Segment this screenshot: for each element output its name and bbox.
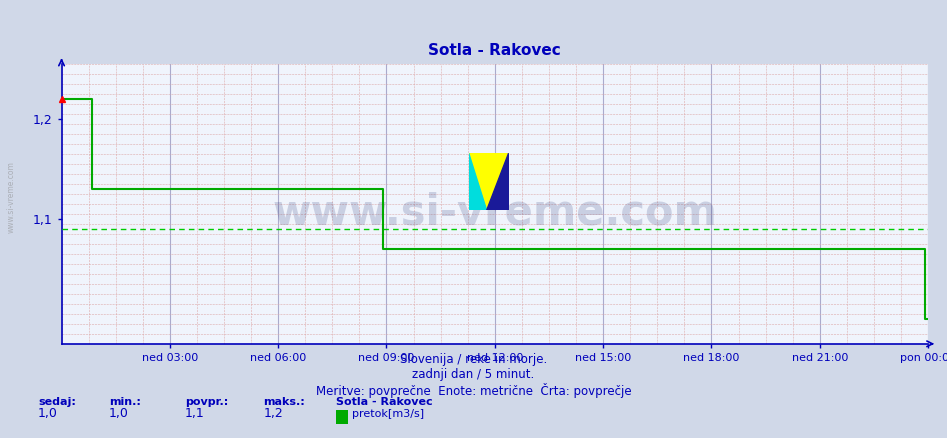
Title: Sotla - Rakovec: Sotla - Rakovec xyxy=(428,43,562,58)
Text: zadnji dan / 5 minut.: zadnji dan / 5 minut. xyxy=(412,368,535,381)
Polygon shape xyxy=(469,153,509,210)
Text: Slovenija / reke in morje.: Slovenija / reke in morje. xyxy=(400,353,547,366)
Polygon shape xyxy=(487,153,509,210)
Polygon shape xyxy=(469,153,487,210)
Text: maks.:: maks.: xyxy=(263,397,305,407)
Text: min.:: min.: xyxy=(109,397,141,407)
Text: sedaj:: sedaj: xyxy=(38,397,76,407)
Text: www.si-vreme.com: www.si-vreme.com xyxy=(273,191,717,233)
Text: Meritve: povprečne  Enote: metrične  Črta: povprečje: Meritve: povprečne Enote: metrične Črta:… xyxy=(315,383,632,398)
Text: povpr.:: povpr.: xyxy=(185,397,228,407)
Text: 1,2: 1,2 xyxy=(263,407,283,420)
Text: Sotla - Rakovec: Sotla - Rakovec xyxy=(336,397,433,407)
Text: www.si-vreme.com: www.si-vreme.com xyxy=(7,161,16,233)
Text: 1,0: 1,0 xyxy=(109,407,129,420)
Text: 1,1: 1,1 xyxy=(185,407,205,420)
Text: pretok[m3/s]: pretok[m3/s] xyxy=(352,409,424,419)
Text: 1,0: 1,0 xyxy=(38,407,58,420)
